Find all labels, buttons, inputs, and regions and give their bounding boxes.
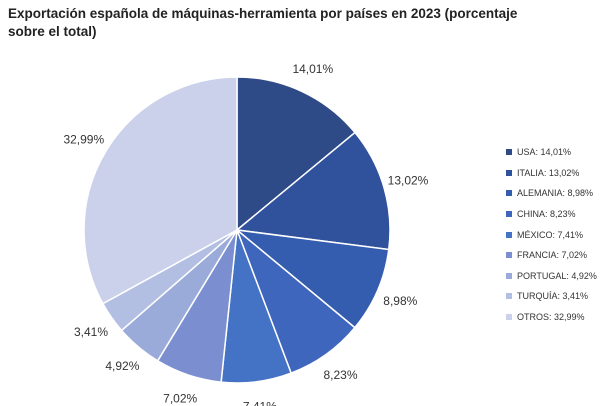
- data-label-china: 8,23%: [323, 368, 357, 382]
- legend-item-portugal: PORTUGAL: 4,92%: [506, 266, 597, 287]
- pie-slice-alemania: [234, 228, 390, 329]
- legend-swatch: [506, 272, 512, 279]
- pie-slice-usa: [236, 76, 357, 232]
- legend-label: TURQUÍA: 3,41%: [517, 291, 589, 302]
- legend-label: PORTUGAL: 4,92%: [517, 270, 597, 281]
- data-label-mexico: 7,41%: [243, 400, 277, 406]
- legend-item-usa: USA: 14,01%: [506, 142, 597, 163]
- legend-label: MÉXICO: 7,41%: [517, 229, 584, 240]
- legend-swatch: [506, 252, 512, 259]
- data-label-usa: 14,01%: [292, 62, 333, 76]
- data-label-turquia: 3,41%: [74, 325, 108, 339]
- legend-swatch: [506, 211, 512, 218]
- legend-item-alemania: ALEMANIA: 8,98%: [506, 183, 597, 204]
- legend: USA: 14,01% ITALIA: 13,02% ALEMANIA: 8,98%…: [506, 142, 597, 327]
- legend-label: FRANCIA: 7,02%: [517, 250, 588, 261]
- legend-label: ITALIA: 13,02%: [517, 167, 580, 178]
- legend-item-otros: OTROS: 32,99%: [506, 307, 597, 328]
- data-label-francia: 7,02%: [163, 392, 197, 406]
- legend-swatch: [506, 293, 512, 300]
- data-label-italia: 13,02%: [388, 174, 429, 188]
- legend-swatch: [506, 149, 512, 156]
- legend-label: CHINA: 8,23%: [517, 209, 576, 220]
- data-label-portugal: 4,92%: [105, 359, 139, 373]
- legend-item-francia: FRANCIA: 7,02%: [506, 245, 597, 266]
- data-label-alemania: 8,98%: [383, 294, 417, 308]
- legend-label: USA: 14,01%: [517, 147, 572, 158]
- legend-item-mexico: MÉXICO: 7,41%: [506, 224, 597, 245]
- legend-swatch: [506, 169, 512, 176]
- data-label-otros: 32,99%: [63, 132, 104, 146]
- legend-item-turquia: TURQUÍA: 3,41%: [506, 286, 597, 307]
- legend-swatch: [506, 231, 512, 238]
- legend-item-italia: ITALIA: 13,02%: [506, 163, 597, 184]
- legend-label: ALEMANIA: 8,98%: [517, 188, 594, 199]
- legend-label: OTROS: 32,99%: [517, 312, 585, 323]
- legend-swatch: [506, 314, 512, 321]
- pie-slice-otros: [83, 76, 238, 305]
- pie-slice-italia: [235, 131, 391, 251]
- chart-title: Exportación española de máquinas-herrami…: [8, 6, 518, 39]
- legend-item-china: CHINA: 8,23%: [506, 204, 597, 225]
- legend-swatch: [506, 190, 512, 197]
